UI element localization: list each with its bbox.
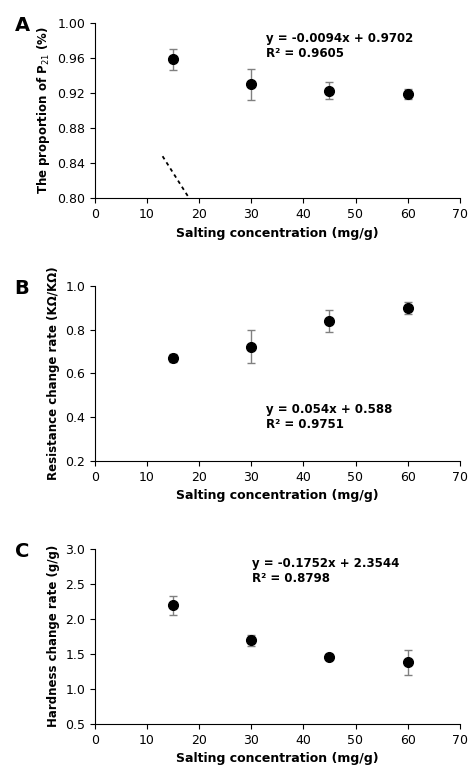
- Y-axis label: Resistance change rate (KΩ/KΩ): Resistance change rate (KΩ/KΩ): [46, 266, 60, 480]
- Text: y = -0.0094x + 0.9702
R² = 0.9605: y = -0.0094x + 0.9702 R² = 0.9605: [266, 32, 414, 60]
- Text: A: A: [15, 16, 30, 35]
- X-axis label: Salting concentration (mg/g): Salting concentration (mg/g): [176, 489, 379, 502]
- Y-axis label: Hardness change rate (g/g): Hardness change rate (g/g): [46, 545, 60, 728]
- X-axis label: Salting concentration (mg/g): Salting concentration (mg/g): [176, 752, 379, 765]
- Text: y = 0.054x + 0.588
R² = 0.9751: y = 0.054x + 0.588 R² = 0.9751: [266, 403, 393, 431]
- Text: y = -0.1752x + 2.3544
R² = 0.8798: y = -0.1752x + 2.3544 R² = 0.8798: [252, 557, 399, 585]
- Y-axis label: The proportion of P$_{21}$ (%): The proportion of P$_{21}$ (%): [35, 27, 52, 195]
- X-axis label: Salting concentration (mg/g): Salting concentration (mg/g): [176, 226, 379, 239]
- Text: C: C: [15, 541, 29, 561]
- Text: B: B: [15, 279, 29, 298]
